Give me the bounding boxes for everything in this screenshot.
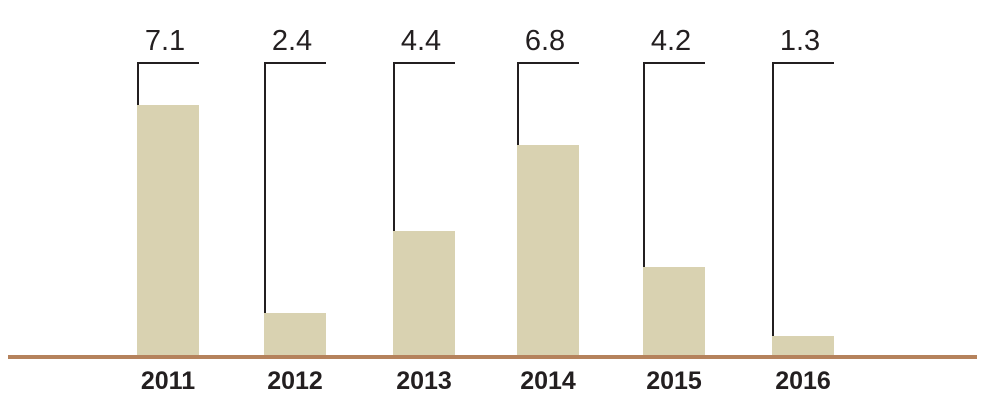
x-axis-tick-label: 2014 xyxy=(520,367,576,395)
bar-group: 6.8 2014 xyxy=(517,0,579,411)
bar-fill xyxy=(643,267,705,355)
x-axis-tick-label: 2011 xyxy=(140,367,196,395)
bar-group: 1.3 2016 xyxy=(772,0,834,411)
bar-frame xyxy=(772,62,834,355)
bar-value-label: 4.2 xyxy=(650,25,692,57)
x-axis-tick-label: 2015 xyxy=(646,367,702,395)
bar-frame xyxy=(264,62,326,355)
x-axis-tick-label: 2016 xyxy=(775,367,831,395)
bar-value-label: 2.4 xyxy=(271,25,313,57)
x-axis-tick-label: 2012 xyxy=(267,367,323,395)
bar-group: 4.2 2015 xyxy=(643,0,705,411)
bar-fill xyxy=(137,105,199,355)
bar-value-label: 4.4 xyxy=(400,25,442,57)
bar-value-label: 7.1 xyxy=(144,25,186,57)
bar-value-label: 1.3 xyxy=(779,25,821,57)
bar-frame xyxy=(643,62,705,355)
bar-frame xyxy=(393,62,455,355)
x-axis-line xyxy=(8,355,977,359)
bar-fill xyxy=(772,336,834,355)
bar-fill xyxy=(264,313,326,355)
bar-value-label: 6.8 xyxy=(524,25,566,57)
bar-fill xyxy=(393,231,455,355)
x-axis-tick-label: 2013 xyxy=(396,367,452,395)
bar-fill xyxy=(517,145,579,355)
bar-group: 7.1 2011 xyxy=(137,0,199,411)
bar-group: 4.4 2013 xyxy=(393,0,455,411)
bar-group: 2.4 2012 xyxy=(264,0,326,411)
